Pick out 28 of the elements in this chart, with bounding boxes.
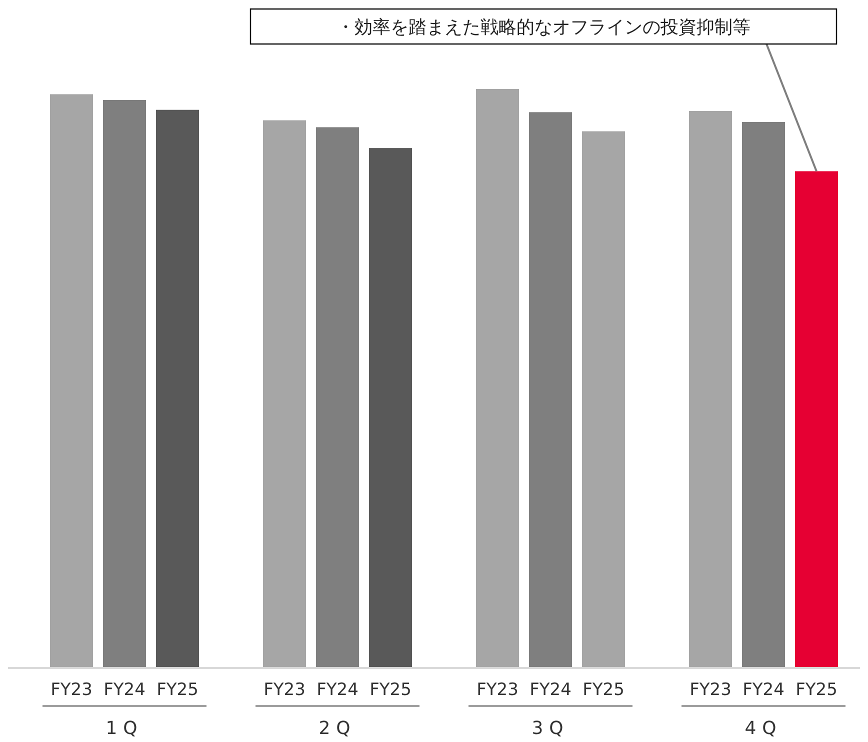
bar (369, 148, 412, 668)
text: FY25 (796, 680, 838, 700)
series-label: FY24 (104, 680, 146, 700)
bar (50, 94, 93, 668)
text: FY25 (370, 680, 412, 700)
text: FY24 (530, 680, 572, 700)
bar (103, 100, 146, 668)
bar (263, 120, 306, 668)
bar (742, 122, 785, 668)
text: FY23 (690, 680, 732, 700)
bar (476, 89, 519, 668)
x-tick-label: 1Q (106, 718, 144, 739)
bar (529, 112, 572, 668)
text: ・効率を踏まえた戦略的なオフラインの投資抑制等 (336, 17, 750, 38)
bar (689, 111, 732, 668)
x-tick-label: 3Q (532, 718, 570, 739)
text: FY23 (264, 680, 306, 700)
x-tick-label: 4Q (744, 718, 782, 739)
text: FY23 (476, 680, 518, 700)
text: FY24 (742, 680, 784, 700)
text: FY24 (316, 680, 358, 700)
bar (156, 110, 199, 668)
bar (316, 127, 359, 668)
x-tick-label: 2Q (318, 718, 356, 739)
series-label: FY23 (50, 680, 92, 700)
series-label: FY25 (156, 680, 198, 700)
text: FY25 (582, 680, 624, 700)
bar (795, 171, 838, 668)
